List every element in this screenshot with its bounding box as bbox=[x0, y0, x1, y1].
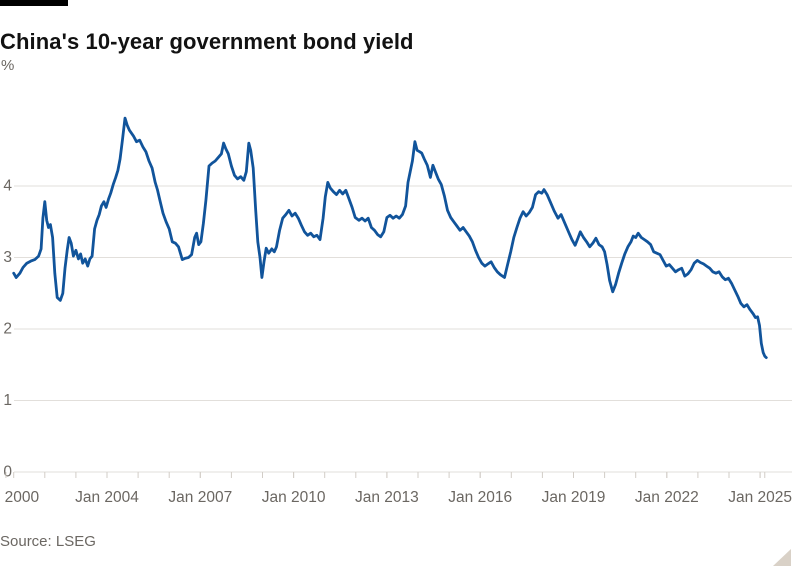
chart-title: China's 10-year government bond yield bbox=[0, 28, 414, 54]
title-accent-bar bbox=[0, 0, 68, 6]
x-axis-tick-label: Sep 2000 bbox=[0, 489, 39, 506]
x-axis-tick-label: Jan 2013 bbox=[355, 489, 419, 506]
y-axis-tick-label: 4 bbox=[3, 178, 12, 195]
x-axis-tick-label: Jan 2022 bbox=[635, 489, 699, 506]
x-axis-tick-label: Jan 2007 bbox=[168, 489, 232, 506]
x-axis-tick-label: Jan 2025 bbox=[728, 489, 792, 506]
y-axis-tick-label: 3 bbox=[3, 249, 12, 266]
resize-handle-icon[interactable] bbox=[773, 549, 791, 566]
y-axis-tick-label: 1 bbox=[3, 392, 12, 409]
yield-line-series bbox=[12, 116, 768, 359]
y-axis-tick-label: 0 bbox=[3, 464, 12, 481]
x-axis-tick-label: Jan 2010 bbox=[262, 489, 326, 506]
x-axis-tick-label: Jan 2019 bbox=[542, 489, 606, 506]
y-axis-unit-label: % bbox=[1, 57, 15, 74]
x-axis-tick-label: Jan 2016 bbox=[448, 489, 512, 506]
y-axis-tick-label: 2 bbox=[3, 321, 12, 338]
x-axis-tick-label: Jan 2004 bbox=[75, 489, 139, 506]
source-label: Source: LSEG bbox=[0, 533, 96, 550]
